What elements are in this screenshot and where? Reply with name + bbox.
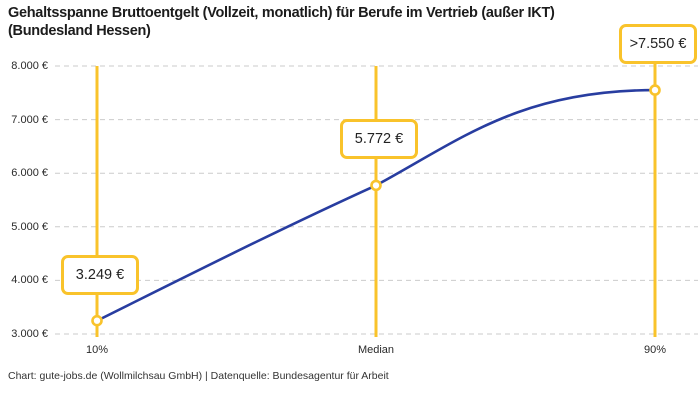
y-tick-label: 8.000 € xyxy=(11,60,48,72)
y-tick-label: 7.000 € xyxy=(11,113,48,126)
x-tick-label: Median xyxy=(357,344,395,356)
data-point-marker xyxy=(649,84,661,96)
y-tick-label: 4.000 € xyxy=(11,274,48,287)
data-point-marker xyxy=(91,314,103,327)
data-point-marker xyxy=(370,179,382,192)
chart-title: Gehaltsspanne Bruttoentgelt (Vollzeit, m… xyxy=(8,4,696,40)
chart-title-line2: (Bundesland Hessen) xyxy=(8,23,151,39)
y-tick-label: 3.000 € xyxy=(11,328,48,340)
value-label-box: 5.772 € xyxy=(340,119,418,160)
value-label-box: 3.249 € xyxy=(61,254,139,295)
value-label-box: >7.550 € xyxy=(619,24,697,65)
y-tick-label: 6.000 € xyxy=(11,167,48,180)
x-tick-label: 10% xyxy=(85,344,109,356)
x-tick-label: 90% xyxy=(643,344,667,356)
chart-title-line1: Gehaltsspanne Bruttoentgelt (Vollzeit, m… xyxy=(8,5,555,21)
y-tick-label: 5.000 € xyxy=(11,220,48,233)
chart-credit: Chart: gute-jobs.de (Wollmilchsau GmbH) … xyxy=(8,370,389,382)
